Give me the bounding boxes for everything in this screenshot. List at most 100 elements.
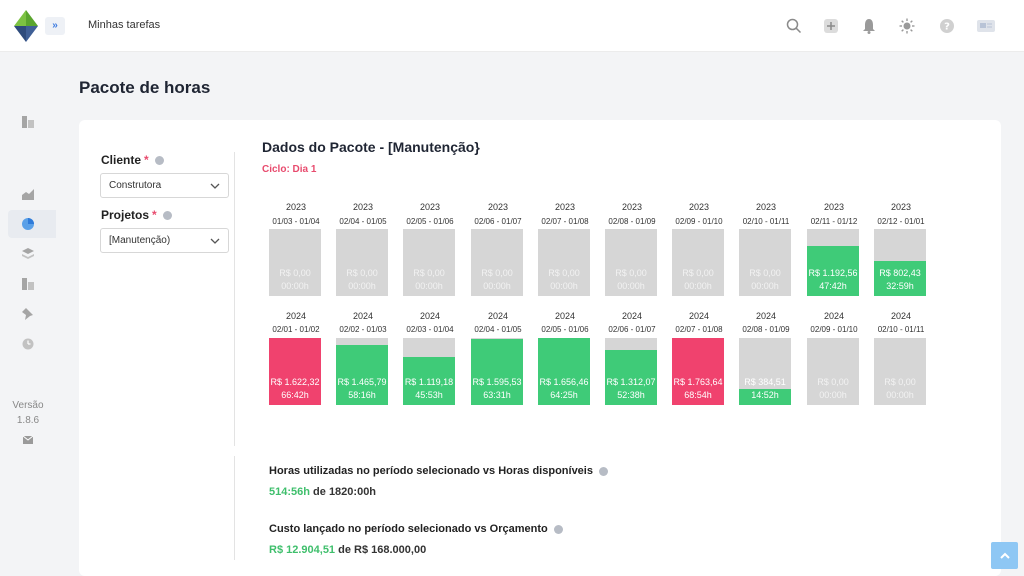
period-year: 2023 — [755, 202, 777, 212]
layers-icon[interactable] — [18, 244, 38, 264]
period-hours: 66:42h — [281, 390, 309, 400]
hours-used: 514:56h — [269, 486, 310, 498]
period-bar: R$ 802,43 32:59h — [874, 229, 926, 296]
project-label: Projetos * — [101, 208, 172, 222]
period-range: 02/04 - 01/05 — [339, 217, 387, 226]
period-bar: R$ 0,00 00:00h — [672, 229, 724, 296]
hours-stat-value: 514:56h de 1820:00h — [269, 486, 376, 498]
header-title[interactable]: Minhas tarefas — [88, 19, 161, 31]
period-value: R$ 0,00 — [682, 268, 714, 278]
period-bar-fill — [538, 338, 590, 405]
report-icon[interactable] — [18, 112, 38, 132]
period-value: R$ 1.192,56 — [808, 268, 858, 278]
period-bar: R$ 1.656,46 64:25h — [538, 338, 590, 405]
period-year: 2024 — [554, 311, 576, 321]
period-year: 2024 — [419, 311, 441, 321]
period-bar: R$ 1.119,18 45:53h — [403, 338, 455, 405]
client-select-value: Construtora — [109, 180, 162, 191]
period-bar: R$ 0,00 00:00h — [807, 338, 859, 405]
period-range: 02/06 - 01/07 — [608, 325, 656, 334]
period-value: R$ 0,00 — [548, 268, 580, 278]
period-bar: R$ 1.312,07 52:38h — [605, 338, 657, 405]
period-value: R$ 0,00 — [481, 268, 513, 278]
period-range: 02/10 - 01/11 — [742, 217, 790, 226]
period-bar: R$ 1.192,56 47:42h — [807, 229, 859, 296]
client-label: Cliente * — [101, 153, 164, 167]
mail-icon[interactable] — [18, 430, 38, 450]
hours-stat-label-text: Horas utilizadas no período selecionado … — [269, 465, 593, 477]
arrow-up-icon — [999, 552, 1010, 559]
period-range: 02/01 - 01/02 — [272, 325, 320, 334]
package-title: Dados do Pacote - [Manutenção} — [262, 139, 480, 155]
period-year: 2023 — [823, 202, 845, 212]
help-icon[interactable]: ? — [937, 16, 957, 36]
period-hours: 00:00h — [550, 281, 578, 291]
project-required-mark: * — [152, 208, 157, 222]
period-year: 2023 — [621, 202, 643, 212]
period-hours: 64:25h — [550, 390, 578, 400]
period-bar-fill — [336, 344, 388, 405]
expand-sidebar-button[interactable]: » — [45, 17, 65, 35]
period-year: 2023 — [554, 202, 576, 212]
client-select[interactable]: Construtora — [100, 173, 229, 198]
bell-icon[interactable] — [859, 16, 879, 36]
search-icon[interactable] — [784, 16, 804, 36]
period-range: 02/02 - 01/03 — [339, 325, 387, 334]
period-year: 2023 — [419, 202, 441, 212]
document-icon[interactable] — [18, 274, 38, 294]
project-help-icon[interactable] — [162, 211, 172, 221]
scroll-to-top-button[interactable] — [991, 542, 1018, 569]
period-range: 02/11 - 01/12 — [810, 217, 858, 226]
period-year: 2024 — [285, 311, 307, 321]
period-range: 02/03 - 01/04 — [406, 325, 454, 334]
period-bar-fill — [739, 388, 791, 405]
page-title: Pacote de horas — [79, 78, 211, 97]
cost-stat-label-text: Custo lançado no período selecionado vs … — [269, 523, 548, 535]
period-hours: 47:42h — [819, 281, 847, 291]
period-range: 02/10 - 01/11 — [877, 325, 925, 334]
period-range: 02/08 - 01/09 — [742, 325, 790, 334]
period-bar: R$ 384,51 14:52h — [739, 338, 791, 405]
period-hours: 00:00h — [886, 390, 914, 400]
period-range: 02/05 - 01/06 — [541, 325, 589, 334]
period-year: 2023 — [352, 202, 374, 212]
client-help-icon[interactable] — [154, 156, 164, 166]
pin-icon[interactable] — [18, 304, 38, 324]
period-value: R$ 1.622,32 — [270, 377, 320, 387]
period-value: R$ 1.465,79 — [337, 377, 387, 387]
cost-help-icon[interactable] — [553, 524, 563, 534]
stats-divider — [234, 456, 235, 560]
chart-line-icon[interactable] — [18, 184, 38, 204]
period-hours: 14:52h — [751, 390, 779, 400]
period-range: 02/07 - 01/08 — [541, 217, 589, 226]
period-hours: 00:00h — [348, 281, 376, 291]
period-bar-fill — [605, 350, 657, 405]
period-value: R$ 0,00 — [749, 268, 781, 278]
period-hours: 32:59h — [886, 281, 914, 291]
user-avatar-icon[interactable] — [976, 16, 996, 36]
add-icon[interactable] — [821, 16, 841, 36]
cost-stat-value: R$ 12.904,51 de R$ 168.000,00 — [269, 544, 426, 556]
clock-icon[interactable] — [18, 334, 38, 354]
period-bar-fill — [471, 339, 523, 405]
cost-used: R$ 12.904,51 — [269, 544, 336, 556]
period-hours: 58:16h — [348, 390, 376, 400]
period-range: 02/09 - 01/10 — [810, 325, 858, 334]
period-hours: 00:00h — [281, 281, 309, 291]
top-bar: » Minhas tarefas ? — [0, 0, 1024, 52]
project-select[interactable]: [Manutenção) — [100, 228, 229, 253]
version-label: Versão — [12, 400, 44, 411]
cost-total: de R$ 168.000,00 — [338, 544, 427, 556]
period-hours: 00:00h — [617, 281, 645, 291]
theme-sun-icon[interactable] — [897, 16, 917, 36]
hours-help-icon[interactable] — [598, 466, 608, 476]
period-bar-fill — [403, 356, 455, 405]
period-year: 2023 — [890, 202, 912, 212]
pie-chart-icon[interactable] — [18, 214, 38, 234]
period-year: 2024 — [487, 311, 509, 321]
period-range: 02/05 - 01/06 — [406, 217, 454, 226]
app-logo[interactable] — [12, 8, 40, 44]
period-bar: R$ 0,00 00:00h — [739, 229, 791, 296]
client-required-mark: * — [144, 153, 149, 167]
period-value: R$ 1.595,53 — [472, 377, 522, 387]
